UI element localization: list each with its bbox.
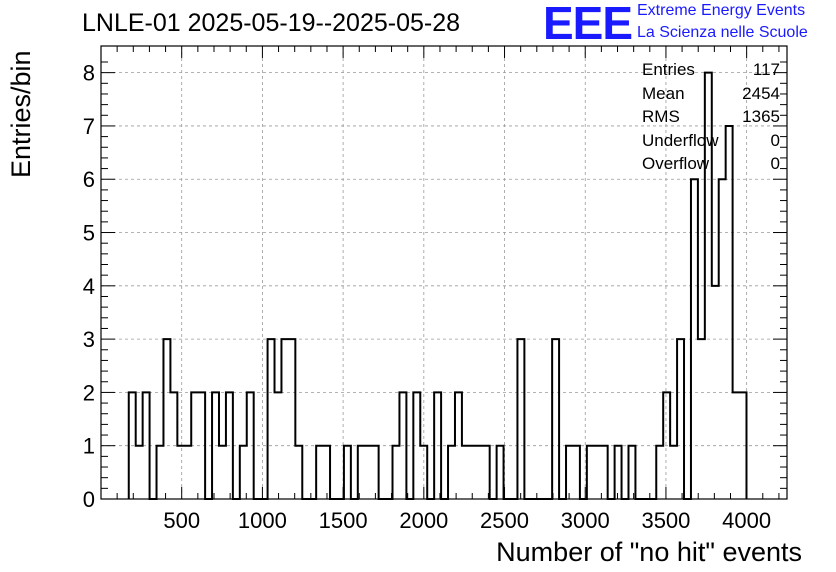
stats-row-underflow: Underflow 0: [642, 129, 780, 153]
histogram-bin: [323, 446, 330, 499]
histogram-bin: [448, 446, 455, 499]
histogram-bin: [219, 446, 226, 499]
histogram-bin: [469, 446, 476, 499]
stats-value: 0: [770, 154, 780, 173]
histogram-bin: [462, 446, 469, 499]
histogram-bin: [268, 339, 275, 499]
histogram-bin: [476, 446, 483, 499]
logo-line-1: Extreme Energy Events: [637, 2, 806, 19]
y-axis-label: Entries/bin: [6, 50, 36, 178]
histogram-bin: [615, 446, 622, 499]
histogram-bin: [601, 446, 608, 499]
histogram-bin: [566, 446, 573, 499]
histogram-bin: [517, 339, 524, 499]
x-axis-label: Number of "no hit" events: [496, 537, 802, 567]
stats-value: 117: [752, 60, 780, 79]
stats-box: Entries 117 Mean 2454 RMS 1365 Underflow…: [642, 58, 780, 176]
histogram-bin: [157, 446, 164, 499]
stats-label: Overflow: [642, 154, 710, 173]
histogram-bin: [393, 446, 400, 499]
stats-value: 0: [770, 130, 780, 150]
histogram-bin: [628, 446, 635, 499]
y-tick-label: 2: [83, 380, 95, 405]
x-tick-label: 500: [163, 508, 200, 533]
logo-line-2: La Scienza nelle Scuole: [637, 24, 808, 41]
stats-row-mean: Mean 2454: [642, 82, 780, 106]
histogram-bin: [594, 446, 601, 499]
histogram-bin: [372, 446, 379, 499]
histogram-bin: [316, 446, 323, 499]
y-tick-label: 5: [83, 221, 95, 246]
x-tick-label: 1500: [319, 508, 368, 533]
histogram-bin: [136, 446, 143, 499]
y-tick-label: 3: [83, 327, 95, 352]
histogram-bin: [358, 446, 365, 499]
histogram-bin: [726, 126, 733, 499]
stats-value: 1365: [742, 107, 780, 126]
histogram-bin: [365, 446, 372, 499]
histogram-bin: [587, 446, 594, 499]
histogram-bin: [552, 339, 559, 499]
y-tick-label: 0: [83, 487, 95, 512]
x-tick-label: 2000: [399, 508, 448, 533]
y-tick-label: 7: [83, 114, 95, 139]
histogram-bin: [288, 339, 295, 499]
stats-row-rms: RMS 1365: [642, 105, 780, 129]
x-axis-ticks: 500 1000 1500 2000 2500 3000 3500 4000: [116, 46, 780, 533]
x-tick-label: 4000: [722, 508, 771, 533]
histogram-bin: [677, 339, 684, 499]
histogram-bin: [184, 446, 191, 499]
histogram-bin: [573, 446, 580, 499]
stats-value: 2454: [742, 83, 780, 103]
histogram-bin: [483, 446, 490, 499]
y-axis-ticks: 0 1 2 3 4 5 6 7 8: [83, 61, 787, 512]
x-tick-label: 3500: [641, 508, 690, 533]
y-tick-label: 1: [83, 434, 95, 459]
histogram-bin: [163, 339, 170, 499]
stats-row-entries: Entries 117: [642, 58, 780, 82]
histogram-bin: [497, 446, 504, 499]
stats-row-overflow: Overflow 0: [642, 152, 780, 176]
histogram-bin: [670, 446, 677, 499]
histogram-bin: [177, 446, 184, 499]
histogram-bin: [656, 446, 663, 499]
plot-frame: [100, 45, 788, 500]
x-tick-label: 1000: [238, 508, 287, 533]
y-tick-label: 6: [83, 167, 95, 192]
histogram-bin: [281, 339, 288, 499]
stats-label: Underflow: [642, 130, 719, 150]
histogram-bin: [698, 339, 705, 499]
histogram-bin: [344, 446, 351, 499]
y-tick-label: 4: [83, 274, 95, 299]
histogram-bin: [240, 446, 247, 499]
eee-logo: EEE: [543, 0, 633, 49]
stats-label: RMS: [642, 107, 680, 126]
stats-label: Mean: [642, 83, 685, 103]
stats-label: Entries: [642, 60, 695, 79]
chart-title: LNLE-01 2025-05-19--2025-05-28: [82, 9, 461, 37]
y-tick-label: 8: [83, 61, 95, 86]
x-tick-label: 3000: [561, 508, 610, 533]
histogram-bin: [295, 446, 302, 499]
x-tick-label: 2500: [480, 508, 529, 533]
